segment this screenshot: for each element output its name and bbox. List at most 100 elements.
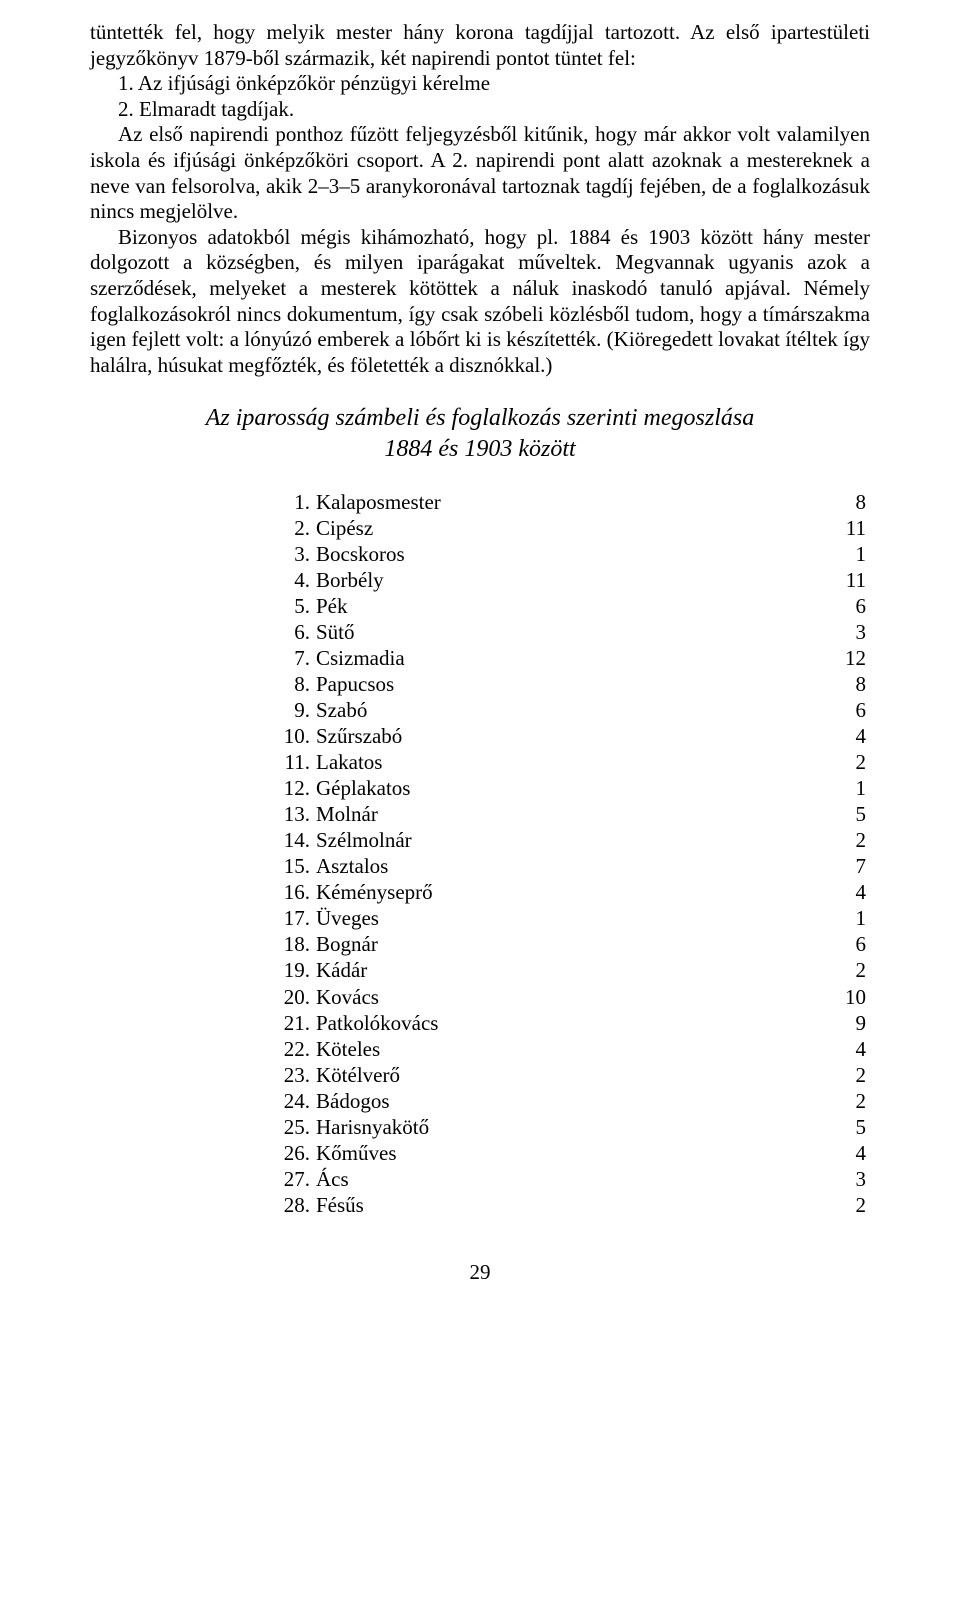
trade-value: 1 xyxy=(570,905,870,931)
trade-value: 2 xyxy=(570,1062,870,1088)
trade-name: Bognár xyxy=(310,931,378,957)
trade-value: 4 xyxy=(570,723,870,749)
trade-number: 24. xyxy=(280,1088,310,1114)
trade-number: 14. xyxy=(280,827,310,853)
trade-number: 6. xyxy=(280,619,310,645)
trade-number: 27. xyxy=(280,1166,310,1192)
trade-value: 9 xyxy=(570,1010,870,1036)
paragraph-segment: tüntették fel, hogy melyik mester hány k… xyxy=(90,20,870,70)
trade-value: 6 xyxy=(570,593,870,619)
trade-name: Szabó xyxy=(310,697,367,723)
trade-number: 5. xyxy=(280,593,310,619)
page-number: 29 xyxy=(90,1260,870,1285)
trade-number: 13. xyxy=(280,801,310,827)
trade-value: 1 xyxy=(570,775,870,801)
trade-value: 4 xyxy=(570,1140,870,1166)
trade-name: Lakatos xyxy=(310,749,382,775)
trade-name: Fésűs xyxy=(310,1192,364,1218)
trade-number: 12. xyxy=(280,775,310,801)
trade-number: 26. xyxy=(280,1140,310,1166)
trade-name: Borbély xyxy=(310,567,384,593)
trade-value: 5 xyxy=(570,801,870,827)
paragraph-segment: Bizonyos adatokból mégis kihámozható, ho… xyxy=(90,225,870,377)
trade-value: 6 xyxy=(570,697,870,723)
paragraph-segment: 2. Elmaradt tagdíjak. xyxy=(118,97,294,121)
trade-name: Asztalos xyxy=(310,853,388,879)
table-row: 28.Fésűs 2 xyxy=(280,1192,870,1218)
trade-table: 1.Kalaposmester82.Cipész113.Bocskoros14.… xyxy=(280,489,870,1218)
trade-number: 4. xyxy=(280,567,310,593)
trade-name: Kőműves xyxy=(310,1140,397,1166)
heading-line-2: 1884 és 1903 között xyxy=(90,434,870,465)
section-heading: Az iparosság számbeli és foglalkozás sze… xyxy=(90,403,870,465)
table-row: 21.Patkolókovács9 xyxy=(280,1010,870,1036)
trade-value: 4 xyxy=(570,1036,870,1062)
trade-number: 2. xyxy=(280,515,310,541)
trade-name: Bocskoros xyxy=(310,541,405,567)
trade-value: 5 xyxy=(570,1114,870,1140)
trade-value: 2 xyxy=(570,1088,870,1114)
trade-name: Papucsos xyxy=(310,671,394,697)
trade-name: Kötélverő xyxy=(310,1062,400,1088)
table-row: 24.Bádogos 2 xyxy=(280,1088,870,1114)
trade-name: Molnár xyxy=(310,801,378,827)
table-row: 20.Kovács10 xyxy=(280,984,870,1010)
trade-number: 28. xyxy=(280,1192,310,1218)
trade-name: Ács xyxy=(310,1166,349,1192)
trade-name: Kéményseprő xyxy=(310,879,433,905)
table-row: 23.Kötélverő 2 xyxy=(280,1062,870,1088)
trade-number: 23. xyxy=(280,1062,310,1088)
trade-value: 2 xyxy=(570,957,870,983)
trade-name: Géplakatos xyxy=(310,775,410,801)
table-row: 19.Kádár2 xyxy=(280,957,870,983)
trade-name: Kalaposmester xyxy=(310,489,441,515)
trade-value: 3 xyxy=(570,1166,870,1192)
trade-name: Szélmolnár xyxy=(310,827,412,853)
paragraph-segment: 1. Az ifjúsági önképzőkör pénzügyi kérel… xyxy=(118,71,490,95)
trade-name: Szűrszabó xyxy=(310,723,402,749)
trade-number: 17. xyxy=(280,905,310,931)
trade-number: 11. xyxy=(280,749,310,775)
table-row: 2.Cipész11 xyxy=(280,515,870,541)
trade-name: Köteles xyxy=(310,1036,380,1062)
table-row: 13.Molnár 5 xyxy=(280,801,870,827)
heading-line-1: Az iparosság számbeli és foglalkozás sze… xyxy=(90,403,870,434)
trade-name: Patkolókovács xyxy=(310,1010,438,1036)
trade-name: Bádogos xyxy=(310,1088,390,1114)
trade-number: 8. xyxy=(280,671,310,697)
trade-value: 2 xyxy=(570,1192,870,1218)
trade-value: 2 xyxy=(570,827,870,853)
table-row: 4.Borbély 11 xyxy=(280,567,870,593)
table-row: 25.Harisnyakötő 5 xyxy=(280,1114,870,1140)
trade-value: 8 xyxy=(570,489,870,515)
trade-number: 3. xyxy=(280,541,310,567)
table-row: 1.Kalaposmester8 xyxy=(280,489,870,515)
table-row: 8.Papucsos8 xyxy=(280,671,870,697)
table-row: 11.Lakatos 2 xyxy=(280,749,870,775)
trade-value: 2 xyxy=(570,749,870,775)
table-row: 10.Szűrszabó 4 xyxy=(280,723,870,749)
trade-name: Kovács xyxy=(310,984,379,1010)
trade-name: Harisnyakötő xyxy=(310,1114,429,1140)
trade-value: 10 xyxy=(570,984,870,1010)
trade-value: 3 xyxy=(570,619,870,645)
table-row: 9.Szabó 6 xyxy=(280,697,870,723)
table-row: 5.Pék 6 xyxy=(280,593,870,619)
trade-number: 10. xyxy=(280,723,310,749)
trade-number: 19. xyxy=(280,957,310,983)
trade-name: Pék xyxy=(310,593,348,619)
trade-name: Sütő xyxy=(310,619,355,645)
trade-value: 11 xyxy=(570,567,870,593)
table-row: 6.Sütő 3 xyxy=(280,619,870,645)
trade-number: 9. xyxy=(280,697,310,723)
trade-number: 22. xyxy=(280,1036,310,1062)
trade-value: 12 xyxy=(570,645,870,671)
table-row: 22.Köteles 4 xyxy=(280,1036,870,1062)
trade-value: 4 xyxy=(570,879,870,905)
trade-value: 7 xyxy=(570,853,870,879)
trade-number: 25. xyxy=(280,1114,310,1140)
trade-value: 6 xyxy=(570,931,870,957)
trade-name: Üveges xyxy=(310,905,379,931)
trade-number: 15. xyxy=(280,853,310,879)
trade-value: 11 xyxy=(570,515,870,541)
